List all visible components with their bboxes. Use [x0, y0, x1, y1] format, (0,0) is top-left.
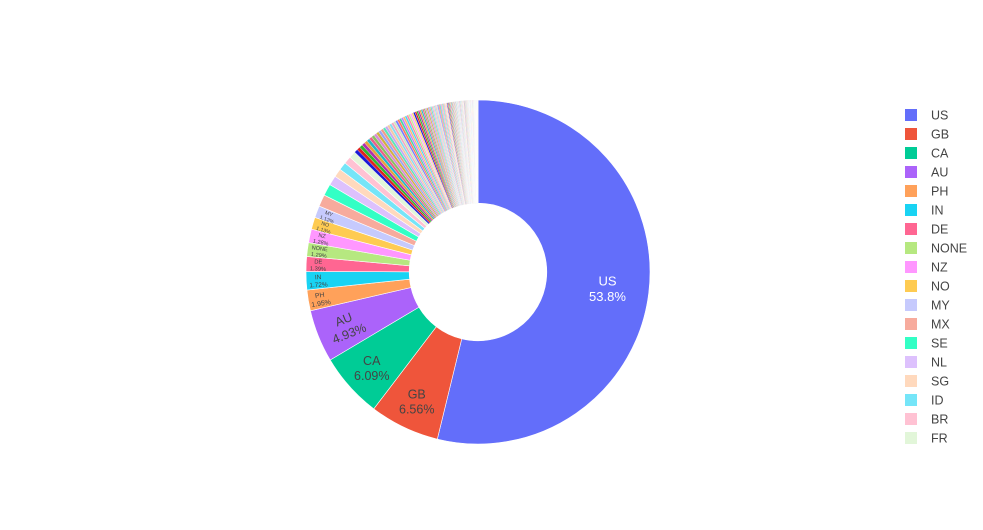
legend-label: CA [931, 147, 949, 161]
legend-item-none[interactable]: NONE [905, 242, 967, 256]
legend-item-id[interactable]: ID [905, 394, 944, 408]
legend-swatch [905, 413, 917, 425]
legend-swatch [905, 166, 917, 178]
slice-label-name: US [598, 274, 616, 289]
legend-item-us[interactable]: US [905, 109, 948, 123]
legend-item-br[interactable]: BR [905, 413, 948, 427]
slice-label-percent: 1.39% [310, 266, 327, 273]
legend-label: MX [931, 318, 950, 332]
legend-label: GB [931, 128, 949, 142]
legend-item-ca[interactable]: CA [905, 147, 949, 161]
legend-swatch [905, 242, 917, 254]
legend-swatch [905, 185, 917, 197]
legend-item-nz[interactable]: NZ [905, 261, 948, 275]
legend-item-my[interactable]: MY [905, 299, 950, 313]
legend-label: NO [931, 280, 950, 294]
legend-item-no[interactable]: NO [905, 280, 950, 294]
legend-item-se[interactable]: SE [905, 337, 948, 351]
legend-swatch [905, 432, 917, 444]
legend-label: NL [931, 356, 947, 370]
legend-swatch [905, 128, 917, 140]
legend-label: NZ [931, 261, 948, 275]
legend-label: MY [931, 299, 950, 313]
legend-swatch [905, 109, 917, 121]
legend-swatch [905, 204, 917, 216]
slice-label-name: GB [408, 388, 426, 402]
legend-label: SG [931, 375, 949, 389]
slice-label-name: CA [363, 354, 381, 368]
legend-item-mx[interactable]: MX [905, 318, 950, 332]
legend-label: US [931, 109, 948, 123]
slice-label-percent: 6.56% [399, 403, 434, 417]
legend-label: IN [931, 204, 944, 218]
legend-swatch [905, 375, 917, 387]
legend-label: ID [931, 394, 944, 408]
legend-item-nl[interactable]: NL [905, 356, 947, 370]
legend-item-gb[interactable]: GB [905, 128, 949, 142]
legend-item-au[interactable]: AU [905, 166, 948, 180]
legend-label: SE [931, 337, 948, 351]
slice-label-percent: 1.72% [309, 281, 328, 289]
legend-label: NONE [931, 242, 967, 256]
legend-label: FR [931, 432, 948, 446]
slice-label-name: DE [314, 259, 322, 265]
legend-label: DE [931, 223, 948, 237]
legend-item-de[interactable]: DE [905, 223, 948, 237]
legend-label: BR [931, 413, 948, 427]
legend-label: PH [931, 185, 948, 199]
legend-swatch [905, 147, 917, 159]
legend-swatch [905, 261, 917, 273]
slice-label-percent: 53.8% [589, 289, 626, 304]
legend-swatch [905, 280, 917, 292]
legend-swatch [905, 337, 917, 349]
legend-swatch [905, 299, 917, 311]
legend-item-in[interactable]: IN [905, 204, 944, 218]
legend-label: AU [931, 166, 948, 180]
slice-label-name: IN [315, 274, 322, 281]
legend-swatch [905, 356, 917, 368]
legend-item-sg[interactable]: SG [905, 375, 949, 389]
legend-item-ph[interactable]: PH [905, 185, 948, 199]
slice-label-percent: 6.09% [354, 369, 389, 383]
legend-item-fr[interactable]: FR [905, 432, 948, 446]
legend: US GB CA AU PH IN DE NONE NZ NO MY MX SE NL SG ID BR FR [905, 109, 967, 446]
legend-swatch [905, 223, 917, 235]
legend-swatch [905, 318, 917, 330]
pie-slices [306, 100, 650, 444]
legend-swatch [905, 394, 917, 406]
